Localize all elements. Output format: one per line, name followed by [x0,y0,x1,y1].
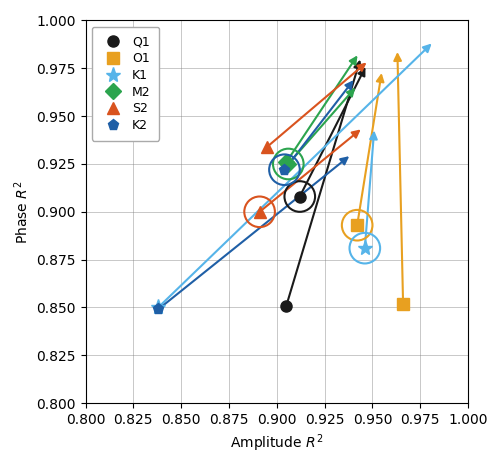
X-axis label: Amplitude $R^2$: Amplitude $R^2$ [230,432,324,454]
Y-axis label: Phase $R^2$: Phase $R^2$ [12,180,30,243]
Legend: Q1, O1, K1, M2, S2, K2: Q1, O1, K1, M2, S2, K2 [92,27,159,141]
